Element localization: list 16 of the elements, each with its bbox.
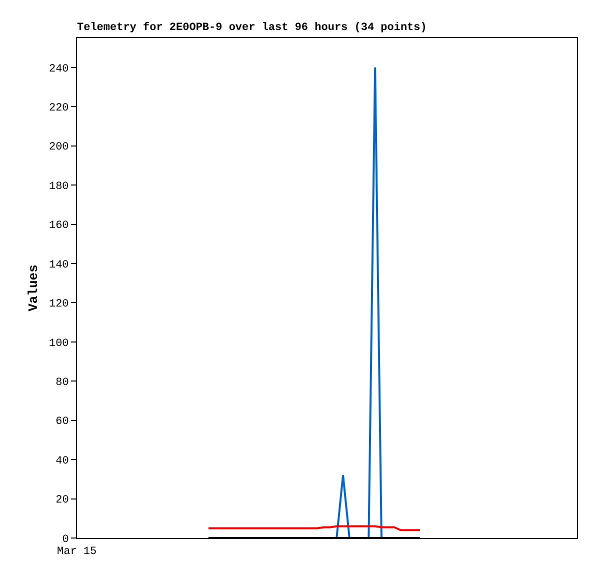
text: Mar 15	[57, 546, 97, 558]
y-tick-label: 0	[62, 534, 69, 546]
y-tick-label: 120	[48, 298, 69, 311]
chart-title: Telemetry for 2E0OPB-9 over last 96 hours (34 points)	[77, 21, 427, 34]
y-tick-label: 40	[56, 455, 69, 468]
y-tick-label: 60	[56, 416, 69, 428]
y-tick-label: 160	[48, 220, 69, 232]
y-tick-label: 200	[48, 142, 69, 154]
y-tick-label: 240	[48, 63, 69, 76]
y-tick-label: 20	[56, 494, 69, 507]
y-tick-label: 180	[48, 180, 69, 193]
y-tick-label: 140	[48, 259, 69, 272]
y-tick-label: 220	[48, 102, 69, 114]
y-tick-label: 80	[56, 376, 69, 389]
y-axis-title: Values	[26, 264, 41, 312]
y-tick-label: 100	[48, 338, 69, 350]
